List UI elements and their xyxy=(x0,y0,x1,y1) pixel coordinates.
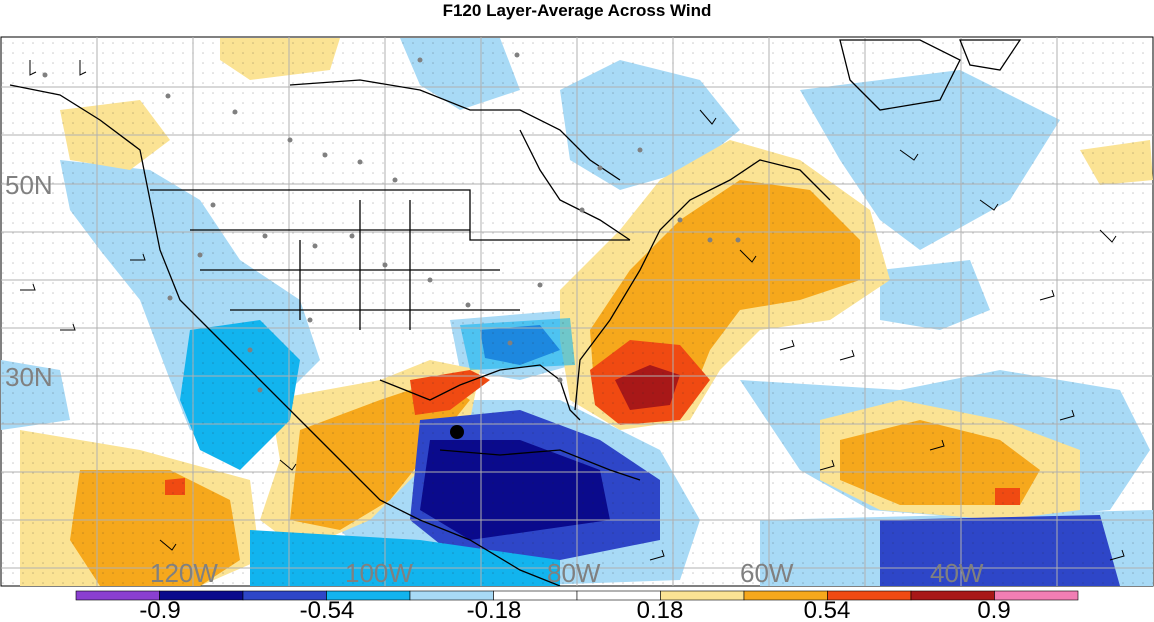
colorbar-tick-label: -0.9 xyxy=(139,597,180,622)
station-dots xyxy=(42,52,741,393)
colorbar-tick-label: 0.54 xyxy=(804,597,851,622)
colorbar-swatch xyxy=(994,590,1079,601)
colorbar-tick-label: 0.18 xyxy=(637,597,684,622)
lon-label-40w: 40W xyxy=(930,558,984,588)
storm-center-marker xyxy=(450,425,464,439)
map-title: F120 Layer-Average Across Wind xyxy=(442,1,712,20)
colorbar-swatches xyxy=(75,590,1079,601)
lat-label-50n: 50N xyxy=(5,170,53,200)
lon-label-60w: 60W xyxy=(740,558,794,588)
colorbar-tick-label: -0.18 xyxy=(467,597,522,622)
coastlines xyxy=(9,39,1022,586)
map-labels: 50N 30N 120W 100W 80W 60W 40W xyxy=(5,170,984,588)
colorbar-tick-label: 0.9 xyxy=(977,597,1010,622)
lon-label-120w: 120W xyxy=(150,558,218,588)
lon-label-100w: 100W xyxy=(345,558,413,588)
lon-label-80w: 80W xyxy=(547,558,601,588)
colorbar-tick-label: -0.54 xyxy=(300,597,355,622)
colorbar-ticks: -0.9 -0.54 -0.18 0.18 0.54 0.9 xyxy=(139,597,1010,622)
wind-barbs xyxy=(20,60,1125,561)
grid-lines xyxy=(1,37,1153,586)
lat-label-30n: 30N xyxy=(5,362,53,392)
